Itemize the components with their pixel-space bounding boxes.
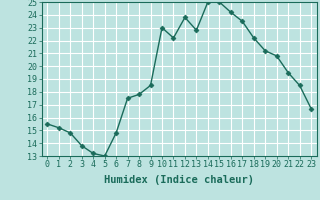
X-axis label: Humidex (Indice chaleur): Humidex (Indice chaleur): [104, 175, 254, 185]
